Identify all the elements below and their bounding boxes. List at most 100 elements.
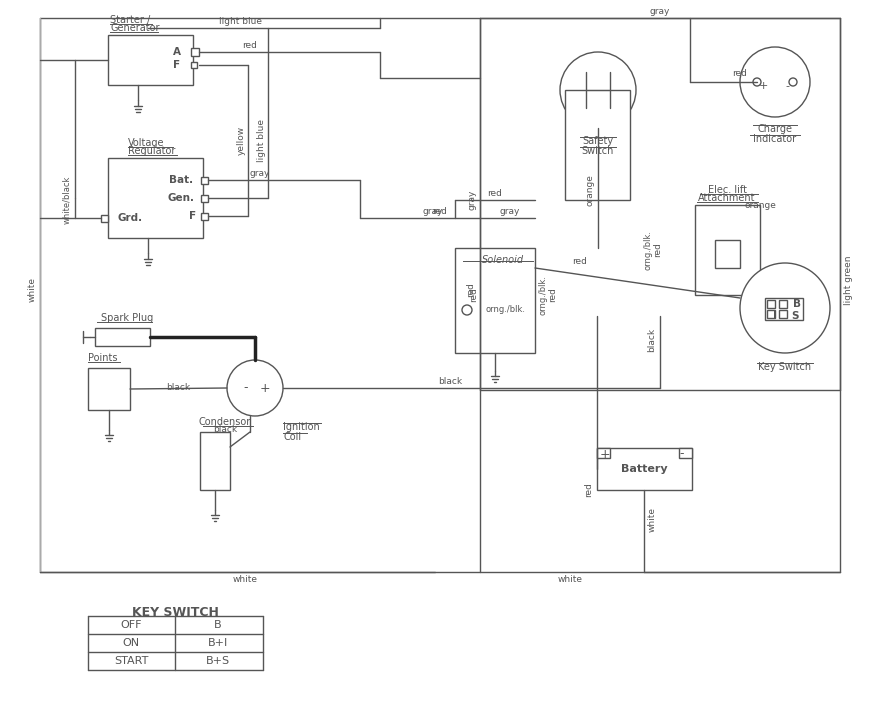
Text: red: red: [242, 40, 258, 50]
Text: black: black: [647, 328, 657, 352]
Text: START: START: [114, 656, 148, 666]
Text: F: F: [173, 60, 180, 70]
Text: light blue: light blue: [219, 17, 261, 27]
Text: orng./blk.: orng./blk.: [538, 275, 548, 315]
Text: red: red: [433, 206, 448, 216]
Text: gray: gray: [500, 206, 520, 216]
Text: white/black: white/black: [63, 176, 71, 224]
Text: Safety: Safety: [583, 136, 613, 146]
Text: Points: Points: [88, 353, 118, 363]
Bar: [201, 213, 208, 220]
Text: +: +: [759, 81, 767, 91]
Text: +: +: [260, 381, 270, 394]
Bar: [101, 215, 108, 222]
Bar: [201, 195, 208, 202]
Bar: [767, 310, 775, 318]
Bar: [715, 240, 740, 268]
Text: yellow: yellow: [237, 125, 246, 154]
Text: F: F: [189, 211, 197, 221]
Text: red: red: [488, 188, 503, 198]
Text: red: red: [572, 257, 587, 265]
Text: Key Switch: Key Switch: [759, 362, 812, 372]
Text: Elec. lift: Elec. lift: [707, 185, 746, 195]
Bar: [597, 448, 610, 458]
Bar: [765, 298, 803, 320]
Text: Starter /: Starter /: [110, 15, 151, 25]
Text: black: black: [213, 425, 237, 435]
Text: Attachment: Attachment: [699, 193, 756, 203]
Text: Grd.: Grd.: [118, 213, 143, 223]
Text: Generator: Generator: [110, 23, 159, 33]
Bar: [767, 300, 775, 308]
Text: I: I: [773, 311, 777, 321]
Text: gray: gray: [250, 169, 270, 177]
Text: gray: gray: [468, 190, 476, 211]
Text: red: red: [653, 242, 663, 257]
Text: light green: light green: [843, 255, 853, 305]
Bar: [779, 310, 787, 318]
Text: B: B: [214, 620, 222, 630]
Text: red: red: [467, 283, 476, 298]
Bar: [679, 448, 692, 458]
Text: S: S: [791, 311, 799, 321]
Text: B+S: B+S: [206, 656, 230, 666]
Text: orng./blk.: orng./blk.: [644, 230, 652, 270]
Bar: [597, 448, 692, 490]
Circle shape: [560, 52, 636, 128]
Text: white: white: [233, 575, 258, 585]
Text: orng./blk.: orng./blk.: [485, 306, 525, 314]
Bar: [88, 368, 130, 410]
Circle shape: [462, 305, 472, 315]
Text: -: -: [244, 381, 248, 394]
Bar: [95, 328, 150, 346]
Text: +: +: [600, 448, 611, 461]
Text: -: -: [679, 448, 685, 461]
Text: red: red: [733, 69, 747, 79]
Text: white: white: [647, 508, 657, 533]
Text: A: A: [173, 47, 181, 57]
Circle shape: [227, 360, 283, 416]
Text: B+I: B+I: [208, 638, 228, 648]
Text: KEY SWITCH: KEY SWITCH: [132, 606, 219, 619]
Text: Switch: Switch: [582, 146, 614, 156]
Bar: [565, 90, 630, 200]
Text: gray: gray: [650, 6, 670, 15]
Text: Ignition: Ignition: [283, 422, 320, 432]
Text: black: black: [438, 376, 462, 386]
Text: orange: orange: [585, 174, 595, 206]
Bar: [200, 432, 230, 490]
Text: Voltage: Voltage: [128, 138, 165, 148]
Text: Battery: Battery: [621, 464, 667, 474]
Text: OFF: OFF: [120, 620, 142, 630]
Text: Bat.: Bat.: [169, 175, 193, 185]
Text: Regulator: Regulator: [128, 146, 175, 156]
Bar: [201, 177, 208, 184]
Bar: [455, 248, 535, 353]
Text: white: white: [557, 575, 583, 585]
Text: Solenoid: Solenoid: [482, 255, 524, 265]
Text: red: red: [469, 288, 478, 302]
Text: black: black: [166, 384, 190, 392]
Circle shape: [789, 78, 797, 86]
Text: Charge: Charge: [758, 124, 793, 134]
Text: Condensor: Condensor: [199, 417, 251, 427]
Bar: [108, 158, 203, 238]
Text: orange: orange: [744, 200, 776, 210]
Text: red: red: [584, 482, 593, 497]
Text: Indicator: Indicator: [753, 134, 797, 144]
Text: Gen.: Gen.: [167, 193, 194, 203]
Text: -: -: [785, 81, 789, 91]
Text: light blue: light blue: [256, 118, 266, 162]
Bar: [779, 300, 787, 308]
Text: B: B: [793, 299, 801, 309]
Bar: [108, 35, 193, 85]
Circle shape: [740, 47, 810, 117]
Circle shape: [753, 78, 761, 86]
Text: red: red: [549, 288, 557, 302]
Bar: [695, 205, 760, 295]
Text: white: white: [28, 278, 37, 303]
Text: Spark Plug: Spark Plug: [101, 313, 153, 323]
Bar: [191, 62, 197, 68]
Text: gray: gray: [422, 208, 443, 216]
Circle shape: [740, 263, 830, 353]
